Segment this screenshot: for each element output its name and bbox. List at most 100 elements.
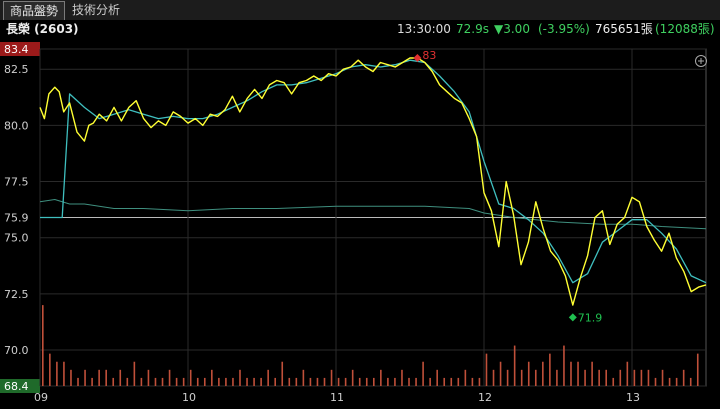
volume-bar: [661, 369, 664, 386]
x-tick-label: 09: [34, 391, 48, 404]
volume-bar: [84, 369, 86, 386]
volume-bar: [344, 377, 347, 386]
volume-bar: [203, 377, 206, 386]
volume-bar: [626, 361, 629, 386]
volume-bar: [534, 369, 537, 386]
volume-bar: [358, 377, 361, 386]
volume-bar: [175, 377, 178, 386]
price-change-percent: (-3.95%): [538, 22, 590, 36]
volume-bar: [225, 377, 227, 386]
volume-bar: [316, 377, 319, 386]
volume-bar: [133, 361, 136, 386]
volume-bar: [689, 377, 692, 386]
y-tick-highlight: [0, 379, 40, 393]
volume-bar: [619, 369, 622, 386]
volume-bar: [112, 377, 115, 386]
tab-technical-analysis[interactable]: 技術分析: [72, 3, 121, 17]
volume-bar: [605, 369, 608, 386]
volume-bar: [373, 377, 375, 386]
volume-bar: [161, 377, 164, 386]
volume-bar: [246, 377, 248, 386]
volume-bar: [654, 377, 657, 386]
y-tick-label: 83.4: [4, 43, 29, 56]
volume-bar: [91, 377, 93, 386]
volume-bar: [506, 369, 509, 386]
x-tick-label: 10: [182, 391, 196, 404]
tab-market-status[interactable]: 商品盤勢: [3, 1, 66, 20]
volume-bar: [168, 369, 171, 386]
volume-bar: [218, 377, 220, 386]
volume-bar: [542, 361, 544, 386]
volume-bar: [98, 369, 100, 386]
volume-bar: [337, 377, 340, 386]
volume-bar: [260, 377, 262, 386]
volume-bar: [633, 369, 636, 386]
y-tick-label: 82.5: [4, 63, 29, 76]
volume-bar: [154, 377, 157, 386]
volume-bar: [182, 377, 185, 386]
volume-bar: [281, 361, 284, 386]
volume-bar: [640, 369, 643, 386]
volume-bar: [520, 369, 523, 386]
volume-bar: [457, 377, 460, 386]
volume-bar: [387, 377, 389, 386]
series-line-reference-avg: [39, 199, 707, 230]
volume-bar: [330, 369, 333, 386]
low-marker: [568, 313, 577, 322]
volume-bar: [612, 377, 615, 386]
volume-bar: [570, 361, 572, 386]
volume-bar: [105, 369, 107, 386]
volume-bar: [351, 369, 354, 386]
volume-bar: [556, 369, 558, 386]
volume-bar: [232, 377, 234, 386]
volume-bar: [429, 377, 431, 386]
volume-bar: [119, 369, 122, 386]
volume-bar: [49, 353, 51, 386]
volume-bar: [253, 377, 255, 386]
last-price: 72.9s: [456, 22, 489, 36]
volume-bar: [443, 377, 446, 386]
series-line-price: [39, 57, 707, 306]
volume-bar: [450, 377, 453, 386]
x-tick-label: 12: [478, 391, 492, 404]
volume-bar: [527, 361, 530, 386]
volume-bar: [696, 353, 699, 386]
volume-bar: [401, 369, 403, 386]
volume-bar: [549, 353, 551, 386]
volume-bar: [189, 369, 192, 386]
volume-bar: [63, 361, 65, 386]
high-label: 83: [422, 49, 436, 62]
volume-bar: [302, 369, 305, 386]
volume-bar: [499, 361, 502, 386]
price-change: ▼3.00: [494, 22, 530, 36]
y-tick-highlight: [0, 42, 40, 56]
volume-bar: [408, 377, 410, 386]
volume-bar: [668, 377, 671, 386]
volume-bar: [295, 377, 298, 386]
y-tick-label: 80.0: [4, 119, 29, 132]
volume-bar: [577, 361, 579, 386]
y-tick-label: 68.4: [4, 380, 29, 393]
volume-bar: [70, 369, 72, 386]
intraday-chart: 83.4 82.5 80.0 77.5 75.9 75.0 72.5 70.0 68.4 09 10…: [0, 42, 707, 404]
volume-bar: [492, 369, 495, 386]
zoom-in-icon: [695, 55, 707, 67]
y-tick-label: 72.5: [4, 288, 29, 301]
volume-bar: [77, 377, 79, 386]
volume-bar: [415, 377, 417, 386]
high-marker: [413, 53, 422, 62]
volume-bar: [365, 377, 368, 386]
x-tick-label: 13: [626, 391, 640, 404]
volume-bar: [267, 369, 269, 386]
y-tick-label: 77.5: [4, 176, 29, 189]
volume-bar: [591, 361, 593, 386]
stock-name: 長榮 (2603): [6, 22, 79, 36]
volume-bar: [478, 377, 481, 386]
series-line-moving-average: [40, 59, 707, 284]
volume-bar: [647, 369, 650, 386]
volume-bar: [471, 377, 474, 386]
volume-bar: [380, 369, 382, 386]
volume-bar: [239, 369, 241, 386]
volume-bar: [422, 361, 424, 386]
volume-bar: [485, 353, 488, 386]
